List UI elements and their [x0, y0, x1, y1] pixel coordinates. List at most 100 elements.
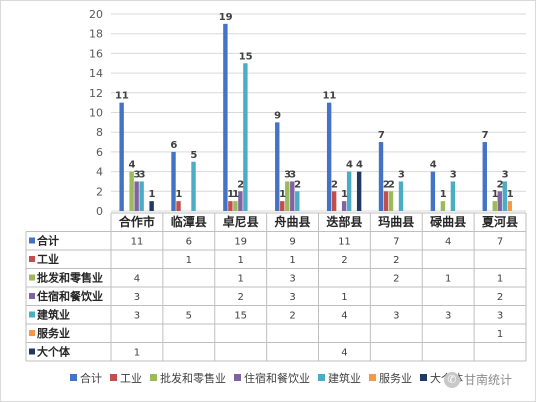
data-label: 1 — [227, 189, 234, 200]
data-label: 3 — [502, 169, 509, 180]
data-label: 2 — [497, 179, 504, 190]
data-label: 6 — [170, 140, 177, 151]
data-label: 2 — [383, 179, 390, 190]
bars — [119, 23, 512, 211]
y-tick-label: 2 — [96, 185, 103, 198]
data-label: 11 — [115, 91, 129, 102]
bar — [450, 181, 456, 211]
y-tick-label: 4 — [96, 166, 103, 179]
data-label: 7 — [378, 130, 385, 141]
y-tick-label: 8 — [96, 126, 103, 139]
data-label: 2 — [294, 179, 301, 190]
category-label: 合作市 — [119, 214, 155, 229]
data-label: 3 — [133, 169, 140, 180]
data-label: 9 — [274, 110, 281, 121]
bar — [176, 201, 181, 211]
data-label: 4 — [356, 160, 363, 171]
category-label: 迭部县 — [326, 214, 362, 229]
category-label: 舟曲县 — [275, 214, 311, 229]
bar — [497, 191, 502, 211]
legend-swatch — [318, 374, 325, 381]
table-cell: 15 — [234, 311, 247, 322]
table-cell: 19 — [234, 237, 247, 248]
bar — [149, 201, 154, 211]
bar — [492, 201, 497, 211]
row-label: 合计 — [37, 234, 59, 248]
table-cell: 11 — [338, 237, 351, 248]
bar — [171, 151, 176, 211]
data-label: 4 — [128, 160, 135, 171]
table-cell: 2 — [497, 292, 503, 303]
bar — [430, 171, 436, 211]
data-label: 1 — [279, 189, 286, 200]
row-label: 建筑业 — [37, 308, 70, 322]
table-cell: 9 — [289, 237, 295, 248]
row-legend-swatch — [29, 237, 35, 244]
table-cell: 5 — [186, 311, 192, 322]
table-cell: 2 — [393, 274, 399, 285]
bar — [388, 191, 394, 211]
y-axis: 0 2 4 6 8 10 12 14 16 18 20 — [89, 8, 103, 218]
table-cell: 2 — [238, 292, 244, 303]
row-label: 工业 — [37, 252, 59, 266]
row-legend-swatch — [29, 311, 35, 318]
bar — [341, 201, 347, 211]
row-label: 大个体 — [37, 345, 71, 359]
bar — [507, 201, 512, 211]
bar — [326, 102, 332, 211]
bar — [285, 181, 290, 211]
legend-label: 工业 — [120, 372, 142, 385]
bar — [119, 102, 124, 211]
legend-label: 批发和零售业 — [160, 371, 226, 385]
data-label: 1 — [175, 189, 182, 200]
row-label: 服务业 — [37, 326, 70, 340]
legend-label: 住宿和餐饮业 — [244, 371, 310, 385]
y-tick-label: 14 — [89, 67, 103, 80]
bar — [223, 23, 228, 211]
data-label: 1 — [492, 189, 499, 200]
bar — [398, 181, 404, 211]
bar — [228, 201, 233, 211]
data-label: 7 — [482, 130, 489, 141]
table-cell: 1 — [238, 274, 244, 285]
table-cell: 6 — [186, 237, 192, 248]
y-tick-label: 0 — [96, 205, 103, 218]
row-legend-swatch — [29, 293, 35, 299]
legend-swatch — [150, 374, 157, 381]
table-cell: 1 — [238, 255, 244, 266]
data-label: 3 — [284, 169, 291, 180]
data-label: 1 — [440, 189, 447, 200]
bar — [139, 181, 144, 211]
data-label: 1 — [232, 189, 239, 200]
bar — [191, 161, 196, 211]
bar — [295, 191, 300, 211]
bar — [383, 191, 389, 211]
row-legend-swatch — [29, 330, 35, 336]
table-cell: 1 — [134, 348, 140, 359]
table-cell: 7 — [393, 237, 399, 248]
wechat-icon: ✆ — [444, 371, 460, 388]
data-label: 2 — [331, 179, 338, 190]
table-cell: 3 — [393, 311, 399, 322]
table-cell: 3 — [497, 311, 503, 322]
data-label: 3 — [450, 169, 457, 180]
legend-swatch — [110, 374, 117, 381]
bar — [129, 171, 134, 211]
table-cell: 7 — [497, 237, 503, 248]
data-label: 11 — [322, 91, 336, 102]
category-label: 玛曲县 — [378, 214, 414, 229]
data-label: 2 — [237, 179, 244, 190]
y-tick-label: 16 — [89, 47, 103, 60]
data-label: 19 — [219, 12, 233, 23]
bar — [280, 201, 285, 211]
y-tick-label: 10 — [89, 107, 103, 120]
data-label: 3 — [398, 169, 405, 180]
row-legend-swatch — [29, 274, 35, 281]
row-legend-swatch — [29, 348, 35, 355]
table-cell: 2 — [289, 311, 295, 322]
legend-swatch — [369, 374, 376, 381]
legend-label: 建筑业 — [328, 371, 361, 385]
